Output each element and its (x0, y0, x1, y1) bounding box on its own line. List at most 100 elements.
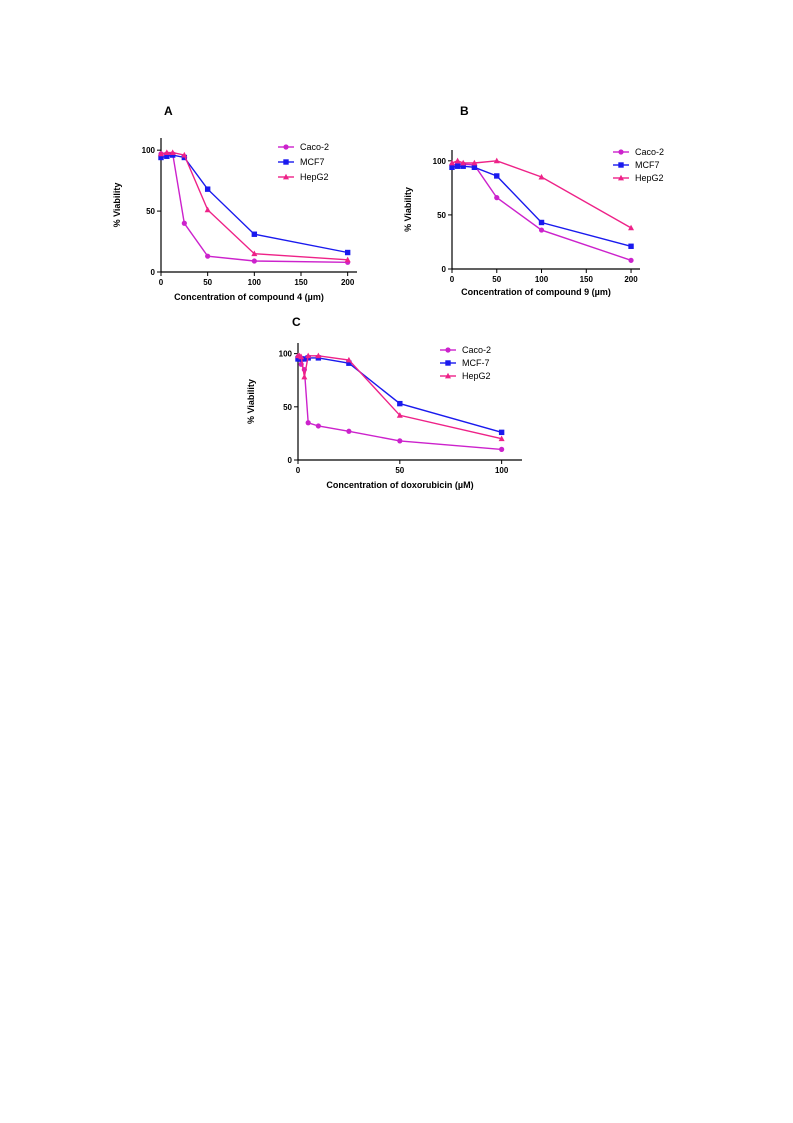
legend-marker (283, 173, 289, 180)
y-tick-label: 100 (142, 146, 156, 155)
legend-marker (618, 174, 624, 181)
data-point-hepg2 (396, 412, 403, 418)
data-point-mcf7 (471, 164, 478, 171)
data-point-caco-2 (181, 220, 187, 226)
y-tick-label: 50 (283, 403, 292, 412)
data-point-hepg2 (345, 356, 352, 363)
y-axis-title: % Viability (112, 183, 122, 228)
data-point-hepg2 (471, 159, 478, 166)
data-point-hepg2 (204, 206, 211, 213)
data-point-caco-2 (494, 195, 500, 201)
y-tick-label: 100 (279, 350, 293, 359)
series-line-hepg2 (160, 151, 348, 261)
y-tick-label: 100 (433, 157, 447, 166)
panel-letter: C (292, 315, 301, 329)
legend-label: MCF-7 (462, 358, 490, 368)
x-tick-label: 150 (294, 278, 308, 287)
y-tick-label: 0 (151, 268, 156, 277)
data-point-mcf7 (460, 163, 466, 169)
x-tick-label: 50 (203, 278, 212, 287)
data-point-hepg2 (169, 149, 176, 156)
data-point-mcf7 (204, 186, 211, 192)
x-axis-title: Concentration of compound 9 (µm) (461, 287, 611, 297)
series-line-mcf7 (160, 154, 348, 254)
data-point-mcf7 (538, 219, 545, 226)
panel-letter: A (164, 104, 173, 118)
legend-marker (445, 372, 451, 379)
legend-marker (618, 162, 624, 168)
data-point-mcf-7 (397, 400, 403, 407)
data-point-caco-2 (628, 257, 634, 263)
data-point-caco-2 (397, 438, 403, 444)
data-point-hepg2 (163, 149, 170, 156)
legend-label: HepG2 (635, 173, 664, 183)
data-point-mcf7 (449, 164, 455, 171)
legend-label: Caco-2 (462, 345, 491, 355)
series-line-hepg2 (298, 355, 502, 440)
y-axis-title: % Viability (246, 379, 256, 424)
x-tick-label: 0 (450, 275, 455, 284)
y-tick-label: 0 (288, 456, 293, 465)
x-tick-label: 50 (492, 275, 501, 284)
legend-label: MCF7 (300, 157, 325, 167)
x-tick-label: 200 (624, 275, 638, 284)
data-point-caco-2 (251, 258, 257, 264)
legend-label: HepG2 (300, 172, 329, 182)
panel-letter: B (460, 104, 469, 118)
y-tick-label: 50 (437, 211, 446, 220)
data-point-hepg2 (301, 373, 308, 380)
data-point-caco-2 (305, 420, 311, 426)
data-point-hepg2 (251, 250, 258, 257)
data-point-mcf-7 (301, 356, 308, 362)
data-point-mcf7 (628, 243, 634, 249)
data-point-hepg2 (344, 256, 351, 263)
data-point-mcf7 (169, 152, 176, 158)
data-point-hepg2 (498, 435, 505, 442)
x-axis-title: Concentration of doxorubicin (µM) (326, 480, 473, 490)
data-point-mcf7 (181, 154, 188, 161)
data-point-hepg2 (460, 159, 467, 166)
y-tick-label: 0 (442, 265, 447, 274)
x-tick-label: 150 (580, 275, 594, 284)
data-point-hepg2 (315, 352, 322, 359)
x-tick-label: 50 (395, 466, 404, 475)
legend-marker (618, 149, 624, 155)
series-line-caco-2 (161, 153, 348, 263)
y-tick-label: 50 (146, 207, 155, 216)
x-tick-label: 200 (341, 278, 355, 287)
data-point-caco-2 (538, 227, 545, 233)
data-point-mcf-7 (346, 360, 352, 366)
data-point-hepg2 (449, 159, 455, 166)
chart-panel-b: B 0 50 100 0 50 100 150 200 % Viability Concentrat… (403, 104, 664, 297)
data-point-mcf-7 (498, 429, 505, 436)
legend-label: MCF7 (635, 160, 660, 170)
data-point-hepg2 (305, 352, 312, 359)
data-point-mcf7 (158, 154, 164, 161)
data-point-caco-2 (499, 446, 505, 452)
x-axis-title: Concentration of compound 4 (µm) (174, 292, 324, 302)
legend-label: HepG2 (462, 371, 491, 381)
data-point-mcf7 (494, 173, 500, 179)
legend-label: Caco-2 (300, 142, 329, 152)
data-point-caco-2 (205, 253, 211, 259)
x-tick-label: 100 (248, 278, 262, 287)
legend-marker (445, 360, 451, 366)
data-point-hepg2 (454, 157, 461, 164)
data-point-mcf7 (454, 163, 461, 169)
series-line-mcf-7 (298, 357, 502, 433)
data-point-hepg2 (158, 150, 164, 157)
chart-panel-a: A 0 50 100 0 50 100 150 200 % Viability Concentrat… (112, 104, 357, 302)
data-point-hepg2 (493, 157, 500, 164)
x-tick-label: 100 (535, 275, 549, 284)
x-tick-label: 100 (495, 466, 509, 475)
y-axis-title: % Viability (403, 187, 413, 232)
x-tick-label: 0 (159, 278, 164, 287)
legend-label: Caco-2 (635, 147, 664, 157)
data-point-hepg2 (298, 353, 305, 360)
data-point-hepg2 (181, 151, 188, 158)
data-point-mcf7 (344, 249, 351, 256)
legend-marker (283, 144, 289, 150)
data-point-hepg2 (538, 173, 545, 180)
data-point-mcf7 (251, 231, 258, 237)
data-point-mcf7 (164, 153, 170, 159)
